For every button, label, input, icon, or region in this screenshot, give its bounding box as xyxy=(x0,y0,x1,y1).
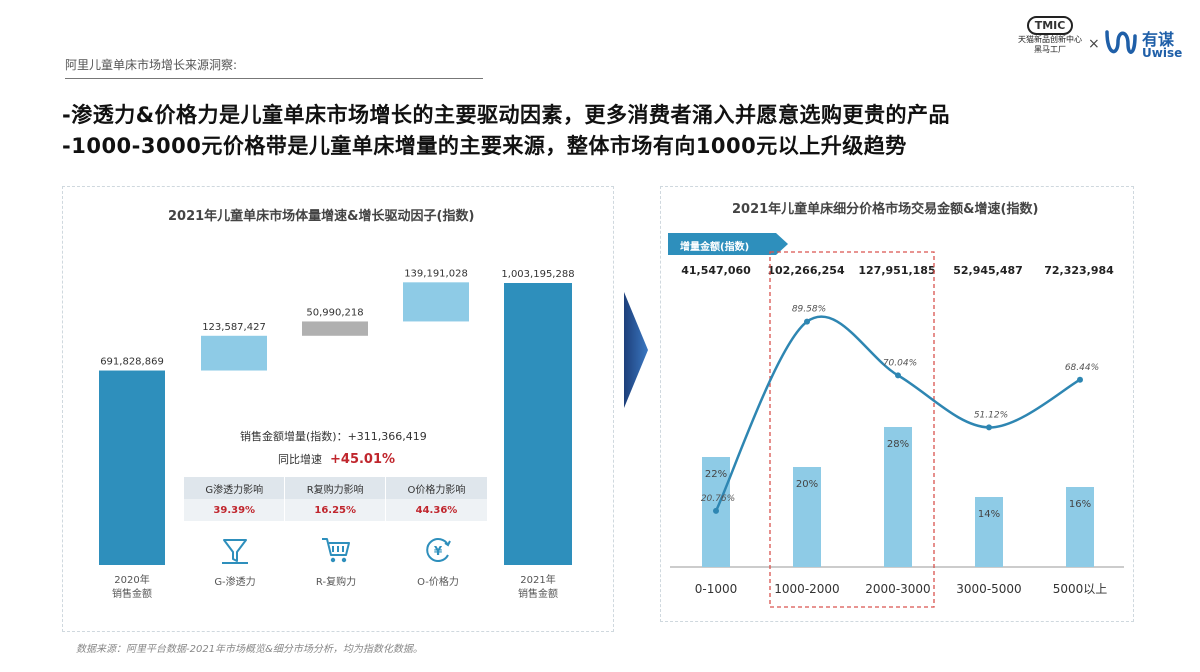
factor-o-name: O-价格力 xyxy=(417,577,459,588)
factor-g-name: G-渗透力 xyxy=(214,577,256,588)
transition-arrow-icon xyxy=(624,292,648,408)
amount-label: 52,945,487 xyxy=(953,264,1023,277)
left-chart-title: 2021年儿童单床市场体量增速&增长驱动因子(指数) xyxy=(168,209,475,224)
amount-label: 41,547,060 xyxy=(681,264,751,277)
waterfall-bar xyxy=(201,335,267,371)
share-bar xyxy=(884,427,912,567)
sales-increment-label: 销售金额增量(指数)： xyxy=(240,430,348,443)
share-bar-label: 14% xyxy=(978,509,1000,520)
growth-point-label: 70.04% xyxy=(883,358,917,368)
yoy-growth-value: +45.01% xyxy=(330,452,396,467)
growth-point xyxy=(804,318,810,325)
tmic-logo-sub-1: 天猫新品创新中心 xyxy=(1018,35,1082,44)
factor-table-value-row: 39.39% 16.25% 44.36% xyxy=(184,499,489,521)
yoy-growth: 同比增速 +45.01% xyxy=(278,451,395,467)
svg-text:¥: ¥ xyxy=(434,544,443,558)
yuan-coin-icon: ¥ xyxy=(426,538,451,562)
factor-r-name: R-复购力 xyxy=(315,577,357,588)
share-bar xyxy=(975,497,1003,567)
price-band-category-label: 0-1000 xyxy=(695,582,738,596)
factor-value-r: 16.25% xyxy=(284,499,386,521)
factor-value-o: 44.36% xyxy=(385,499,489,521)
waterfall-bar xyxy=(403,282,469,322)
increment-tag-label: 增量金额(指数) xyxy=(680,242,750,253)
waterfall-category-label: 2020年 xyxy=(114,573,149,586)
shopping-cart-icon xyxy=(322,538,350,563)
funnel-icon xyxy=(222,539,248,564)
waterfall-bar xyxy=(504,283,572,565)
growth-point xyxy=(1077,376,1083,383)
increment-tag xyxy=(668,233,788,255)
growth-point-label: 20.76% xyxy=(701,494,735,504)
waterfall-value-label: 123,587,427 xyxy=(202,322,266,333)
uwise-logo-en: Uwise xyxy=(1142,46,1183,60)
amount-label: 72,323,984 xyxy=(1044,264,1114,277)
factor-g: G-渗透力 xyxy=(200,535,270,588)
waterfall-value-label: 1,003,195,288 xyxy=(501,269,574,280)
waterfall-category-label: 销售金额 xyxy=(518,587,558,600)
header-subtitle: 阿里儿童单床市场增长来源洞察: xyxy=(65,58,238,72)
share-bar-label: 16% xyxy=(1069,499,1091,510)
price-band-category-label: 5000以上 xyxy=(1053,582,1108,596)
share-bar xyxy=(793,467,821,567)
price-band-category-label: 1000-2000 xyxy=(774,582,839,596)
price-band-category-label: 2000-3000 xyxy=(865,582,930,596)
tmic-logo-text: TMIC xyxy=(1026,16,1074,35)
amount-label: 102,266,254 xyxy=(767,264,845,277)
amount-label: 127,951,185 xyxy=(858,264,936,277)
logo-times-sign: × xyxy=(1088,36,1100,52)
headline-1: -渗透力&价格力是儿童单床市场增长的主要驱动因素，更多消费者涌入并愿意选购更贵的… xyxy=(62,103,951,127)
share-bar-label: 28% xyxy=(887,439,909,450)
share-bar-label: 20% xyxy=(796,479,818,490)
share-bar-label: 22% xyxy=(705,469,727,480)
factor-table: G渗透力影响 R复购力影响 O价格力影响 39.39% 16.25% 44.36… xyxy=(184,477,489,521)
right-chart-title: 2021年儿童单床细分价格市场交易金额&增速(指数) xyxy=(732,202,1039,217)
factor-r: R-复购力 xyxy=(301,535,371,588)
growth-line xyxy=(714,315,1081,512)
waterfall-category-label: 2021年 xyxy=(520,573,555,586)
growth-point xyxy=(713,507,719,514)
growth-point-label: 51.12% xyxy=(974,410,1008,420)
waterfall-value-label: 139,191,028 xyxy=(404,268,468,279)
factor-value-g: 39.39% xyxy=(184,499,286,521)
yoy-growth-label: 同比增速 xyxy=(278,453,322,466)
uwise-logo: 有谋 Uwise xyxy=(1104,26,1182,66)
waterfall-bar xyxy=(302,321,368,336)
uwise-wave-icon xyxy=(1105,30,1137,54)
factor-header-r: R复购力影响 xyxy=(284,477,386,499)
factor-table-header-row: G渗透力影响 R复购力影响 O价格力影响 xyxy=(184,477,489,499)
header-divider xyxy=(65,78,483,79)
price-band-category-label: 3000-5000 xyxy=(956,582,1021,596)
share-bar xyxy=(1066,487,1094,567)
growth-point xyxy=(895,372,901,379)
headline-2: -1000-3000元价格带是儿童单床增量的主要来源，整体市场有向1000元以上… xyxy=(62,134,907,158)
tmic-logo-sub-2: 黑马工厂 xyxy=(1034,45,1066,54)
factor-header-g: G渗透力影响 xyxy=(184,477,286,499)
data-source-note: 数据来源：阿里平台数据-2021年市场概览&细分市场分析，均为指数化数据。 xyxy=(76,644,423,655)
waterfall-value-label: 691,828,869 xyxy=(100,357,164,368)
sales-increment-value: +311,366,419 xyxy=(347,430,427,443)
sales-increment: 销售金额增量(指数)：+311,366,419 xyxy=(240,428,427,444)
growth-point-label: 68.44% xyxy=(1065,363,1099,373)
growth-point xyxy=(986,424,992,431)
tmic-logo: TMIC 天猫新品创新中心 黑马工厂 xyxy=(1010,14,1090,66)
waterfall-value-label: 50,990,218 xyxy=(306,307,363,318)
uwise-logo-cn: 有谋 xyxy=(1142,30,1175,49)
growth-point-label: 89.58% xyxy=(792,305,826,315)
factor-o: ¥ O-价格力 xyxy=(403,535,473,588)
waterfall-category-label: 销售金额 xyxy=(112,587,152,600)
factor-header-o: O价格力影响 xyxy=(385,477,489,499)
waterfall-bar xyxy=(99,370,165,565)
